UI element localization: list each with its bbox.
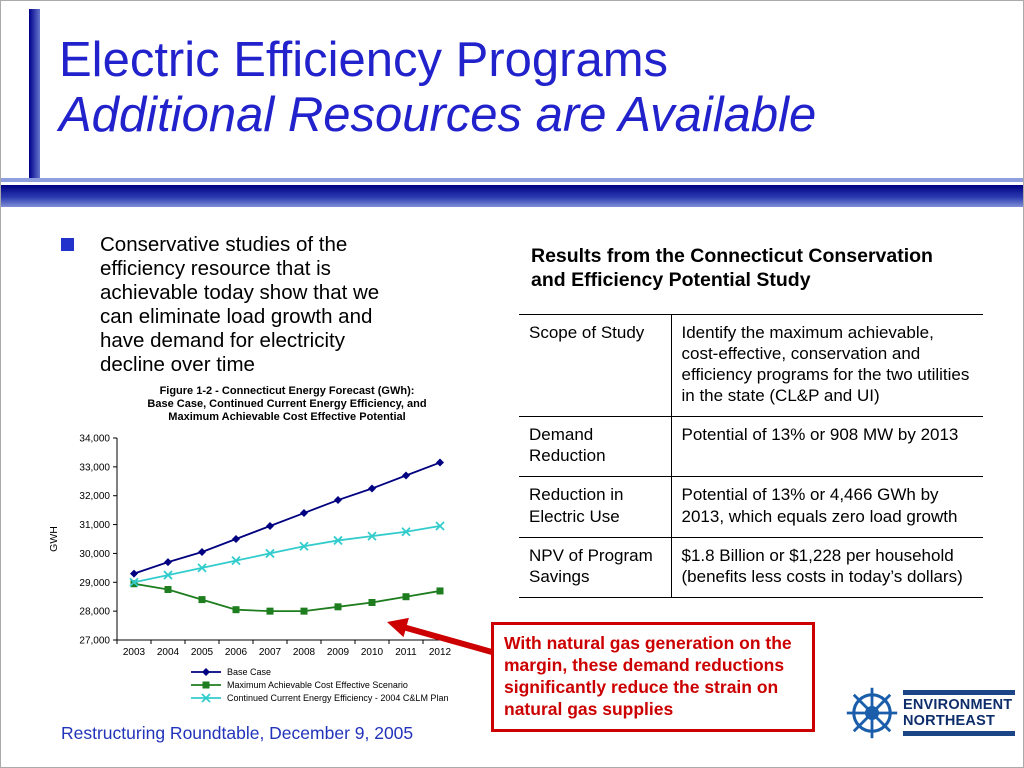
divider-gap <box>1 182 1023 185</box>
svg-text:2004: 2004 <box>157 647 180 658</box>
svg-text:33,000: 33,000 <box>79 462 110 473</box>
callout-text: With natural gas generation on the margi… <box>504 633 792 720</box>
svg-text:30,000: 30,000 <box>79 549 110 560</box>
svg-text:2011: 2011 <box>395 647 417 658</box>
energy-forecast-chart-svg: Figure 1-2 - Connecticut Energy Forecast… <box>48 385 458 703</box>
svg-text:Continued Current Energy Effic: Continued Current Energy Efficiency - 20… <box>227 693 448 703</box>
svg-text:2010: 2010 <box>361 647 384 658</box>
svg-text:GWH: GWH <box>48 526 60 552</box>
row-value: Potential of 13% or 4,466 GWh by 2013, w… <box>671 476 983 538</box>
svg-text:Maximum Achievable Cost Effect: Maximum Achievable Cost Effective Scenar… <box>227 680 408 690</box>
logo-line1: ENVIRONMENT <box>903 696 1013 713</box>
logo-bottom-bar <box>903 731 1015 737</box>
svg-text:29,000: 29,000 <box>79 578 110 589</box>
table-row: NPV of Program Savings $1.8 Billion or $1… <box>519 537 983 598</box>
row-value: Potential of 13% or 908 MW by 2013 <box>671 416 983 478</box>
footer-text: Restructuring Roundtable, December 9, 20… <box>61 723 414 743</box>
logo-top-bar <box>903 689 1015 695</box>
row-value: Identify the maximum achievable, cost-ef… <box>671 314 983 418</box>
title-accent-bar <box>29 9 40 205</box>
svg-text:Base Case: Base Case <box>227 667 271 677</box>
callout-box: With natural gas generation on the margi… <box>491 622 815 733</box>
svg-text:Maximum Achievable Cost Effect: Maximum Achievable Cost Effective Potent… <box>168 411 405 423</box>
row-label: NPV of Program Savings <box>519 537 672 598</box>
slide-subtitle: Additional Resources are Available <box>59 88 817 143</box>
svg-text:32,000: 32,000 <box>79 491 110 502</box>
svg-text:2008: 2008 <box>293 647 316 658</box>
table-row: Reduction in Electric Use Potential of 13… <box>519 476 983 538</box>
row-value: $1.8 Billion or $1,228 per household (be… <box>671 537 983 598</box>
svg-text:Figure 1-2 - Connecticut Energ: Figure 1-2 - Connecticut Energy Forecast… <box>160 385 415 397</box>
results-table: Scope of Study Identify the maximum achie… <box>519 314 983 598</box>
divider-thick-stripe <box>1 185 1023 207</box>
svg-text:2003: 2003 <box>123 647 146 658</box>
bullet-square-icon <box>61 238 74 251</box>
svg-text:31,000: 31,000 <box>79 520 110 531</box>
figure-1-2-energy-forecast-chart: Figure 1-2 - Connecticut Energy Forecast… <box>41 378 471 716</box>
divider-thin-stripe <box>1 178 1023 182</box>
row-label: Demand Reduction <box>519 416 672 478</box>
logo-line2: NORTHEAST <box>903 713 996 729</box>
svg-text:2006: 2006 <box>225 647 248 658</box>
table-row: Scope of Study Identify the maximum achie… <box>519 314 983 418</box>
bullet-text: Conservative studies of the efficiency r… <box>100 233 380 376</box>
slide-title: Electric Efficiency Programs <box>59 33 669 87</box>
divider-bar <box>1 178 1023 207</box>
bullet-item: Conservative studies of the efficiency r… <box>61 233 433 377</box>
svg-text:2009: 2009 <box>327 647 350 658</box>
svg-text:28,000: 28,000 <box>79 607 110 618</box>
row-label: Reduction in Electric Use <box>519 476 672 538</box>
logo-text: ENVIRONMENT NORTHEAST <box>903 688 1015 738</box>
results-heading: Results from the Connecticut Conservatio… <box>531 245 933 292</box>
svg-text:Base Case, Continued Current E: Base Case, Continued Current Energy Effi… <box>147 398 426 410</box>
svg-text:27,000: 27,000 <box>79 636 110 647</box>
callout-arrow-icon <box>387 617 500 657</box>
table-row: Demand Reduction Potential of 13% or 908 … <box>519 416 983 478</box>
title-block: Electric Efficiency Programs Additional … <box>59 33 816 144</box>
svg-text:2005: 2005 <box>191 647 214 658</box>
svg-text:34,000: 34,000 <box>79 434 110 445</box>
environment-northeast-logo: ENVIRONMENT NORTHEAST <box>844 685 1016 741</box>
svg-text:2012: 2012 <box>429 647 452 658</box>
svg-text:2007: 2007 <box>259 647 282 658</box>
compass-icon <box>846 687 898 739</box>
row-label: Scope of Study <box>519 314 672 418</box>
